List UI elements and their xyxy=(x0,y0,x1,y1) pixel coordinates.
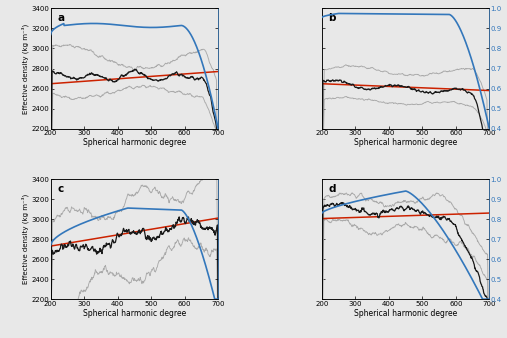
Y-axis label: Correlation: Correlation xyxy=(506,220,507,258)
Y-axis label: Effective density (kg m⁻³): Effective density (kg m⁻³) xyxy=(21,194,28,284)
X-axis label: Spherical harmonic degree: Spherical harmonic degree xyxy=(354,309,457,318)
X-axis label: Spherical harmonic degree: Spherical harmonic degree xyxy=(83,309,186,318)
X-axis label: Spherical harmonic degree: Spherical harmonic degree xyxy=(83,138,186,147)
Y-axis label: Effective density (kg m⁻³): Effective density (kg m⁻³) xyxy=(21,23,28,114)
Text: a: a xyxy=(57,13,64,23)
X-axis label: Spherical harmonic degree: Spherical harmonic degree xyxy=(354,138,457,147)
Y-axis label: Correlation: Correlation xyxy=(506,49,507,88)
Text: d: d xyxy=(329,184,336,194)
Text: b: b xyxy=(329,13,336,23)
Text: c: c xyxy=(57,184,64,194)
